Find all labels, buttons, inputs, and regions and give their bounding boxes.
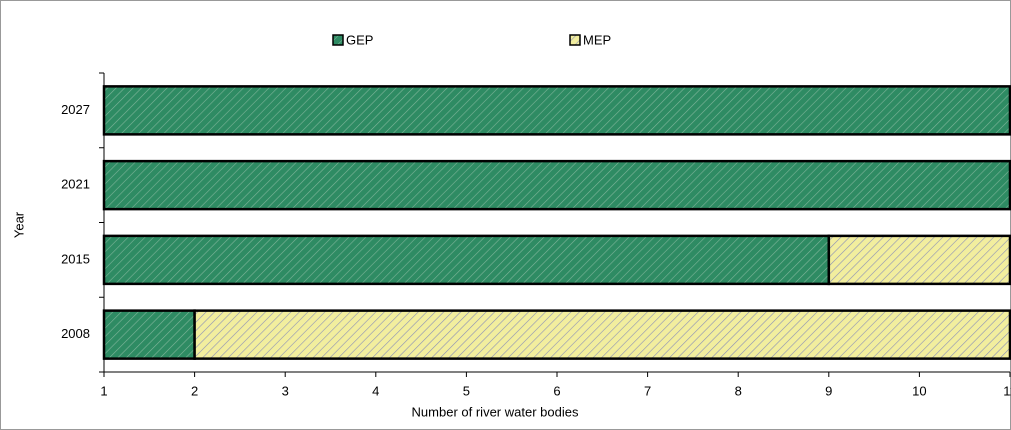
x-tick-label: 9: [825, 383, 832, 398]
x-tick-label: 6: [553, 383, 560, 398]
bar-segment: [102, 85, 1011, 136]
y-tick-label: 2027: [61, 102, 90, 117]
x-tick-label: 8: [735, 383, 742, 398]
legend-swatch: [332, 34, 344, 46]
y-tick-label: 2015: [61, 251, 90, 266]
x-tick-label: 4: [372, 383, 379, 398]
bar-segment: [102, 309, 196, 360]
bar-segment: [827, 234, 1011, 286]
x-tick-label: 1: [100, 383, 107, 398]
bar-segment: [193, 309, 1011, 360]
x-tick-label: 11: [1003, 383, 1011, 398]
x-axis-label: Number of river water bodies: [412, 404, 579, 419]
y-axis-label: Year: [11, 211, 26, 238]
bar-segment: [102, 159, 1011, 211]
x-tick-label: 3: [282, 383, 289, 398]
legend-label: GEP: [346, 32, 373, 47]
bar-segment: [102, 234, 831, 286]
x-tick-label: 10: [912, 383, 926, 398]
legend-swatch: [569, 34, 581, 46]
y-tick-label: 2008: [61, 326, 90, 341]
x-tick-label: 2: [191, 383, 198, 398]
x-tick-label: 7: [644, 383, 651, 398]
y-tick-label: 2021: [61, 177, 90, 192]
x-tick-label: 5: [463, 383, 470, 398]
legend-label: MEP: [583, 32, 611, 47]
